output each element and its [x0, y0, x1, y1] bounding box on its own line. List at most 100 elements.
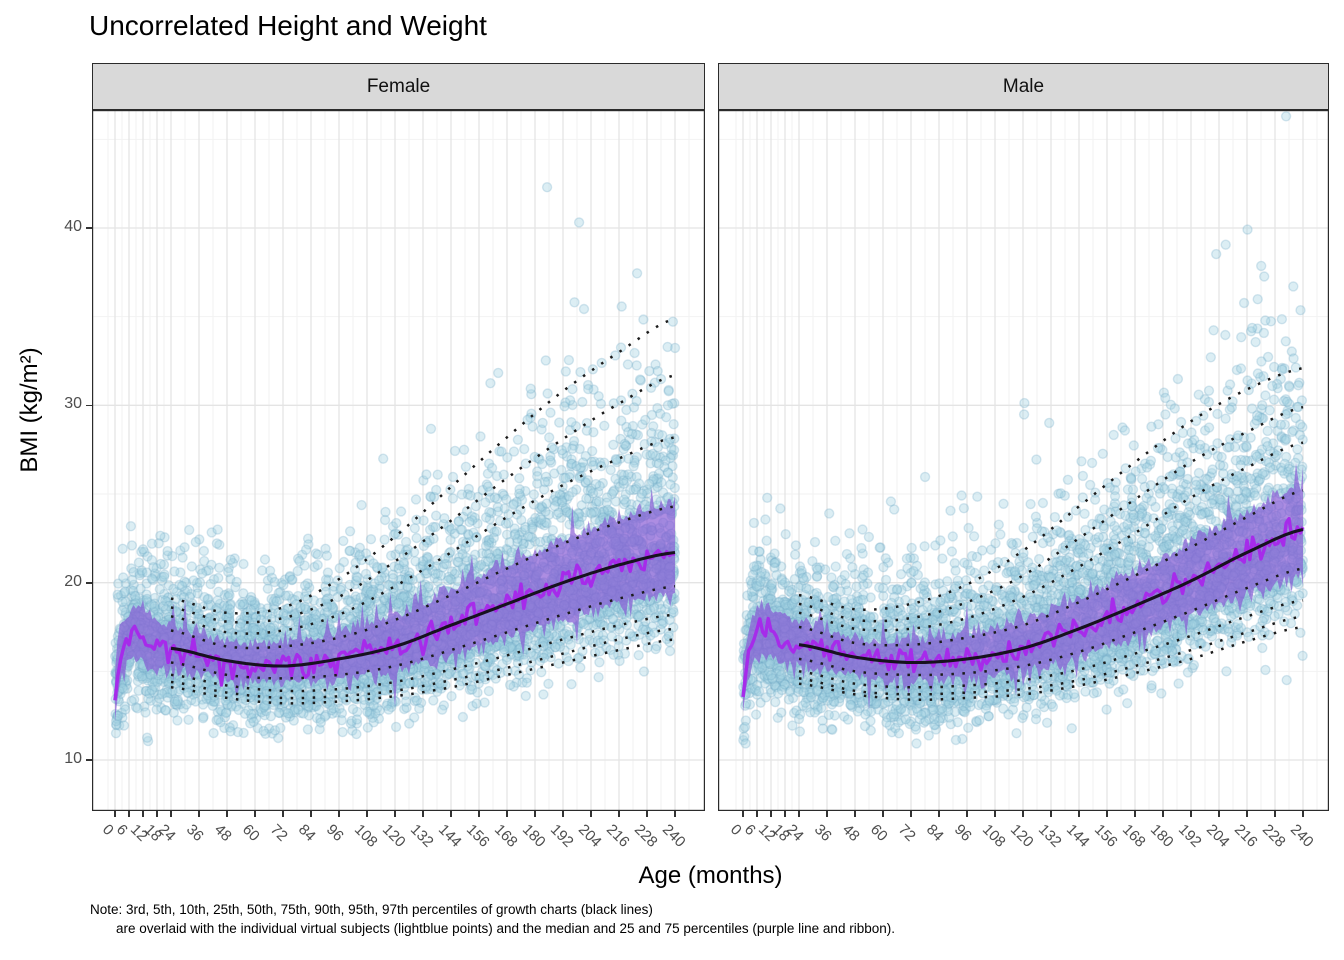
growth-p50-solid-line — [170, 550, 676, 668]
x-tick-mark — [618, 811, 620, 817]
y-tick-mark — [86, 227, 92, 229]
x-tick-mark — [1022, 811, 1024, 817]
x-tick-mark — [1162, 811, 1164, 817]
x-tick-mark — [910, 811, 912, 817]
x-tick-label: 204 — [1202, 821, 1233, 851]
y-tick-label: 20 — [64, 572, 82, 590]
x-tick-label: 192 — [1174, 821, 1205, 851]
x-tick-mark — [826, 811, 828, 817]
x-tick-mark — [170, 811, 172, 817]
x-tick-label: 72 — [266, 821, 291, 845]
x-tick-mark — [1106, 811, 1108, 817]
y-tick-mark — [86, 581, 92, 584]
facet-strip-female: Female — [92, 63, 705, 110]
sample-median-line — [113, 548, 676, 701]
x-tick-label: 96 — [322, 821, 347, 845]
plot-title: Uncorrelated Height and Weight — [89, 10, 487, 41]
x-tick-mark — [114, 811, 116, 817]
x-tick-label: 204 — [574, 821, 605, 851]
x-tick-mark — [742, 811, 744, 817]
x-tick-mark — [1274, 811, 1276, 817]
x-tick-label: 60 — [238, 821, 263, 845]
x-tick-label: 120 — [1006, 821, 1037, 851]
x-tick-mark — [1134, 811, 1136, 817]
x-tick-mark — [142, 811, 144, 817]
iqr-ribbon — [743, 463, 1303, 713]
x-tick-mark — [366, 811, 368, 817]
x-tick-mark — [770, 811, 772, 817]
panel-border — [92, 110, 705, 811]
x-tick-mark — [128, 811, 130, 817]
x-tick-label: 180 — [1146, 821, 1177, 851]
x-tick-mark — [562, 811, 564, 817]
gridlines — [718, 110, 1329, 811]
y-tick-label: 30 — [64, 395, 82, 413]
x-tick-mark — [1078, 811, 1080, 817]
y-tick-label: 10 — [64, 750, 82, 767]
x-tick-label: 108 — [978, 821, 1009, 851]
growth-percentile-dotted-lines — [798, 366, 1304, 702]
facet-strip-female-label: Female — [366, 75, 431, 97]
x-tick-label: 192 — [546, 821, 577, 851]
x-tick-mark — [966, 811, 968, 817]
x-tick-mark — [338, 811, 340, 817]
x-tick-label: 144 — [1062, 821, 1093, 851]
facet-strip-male-label: Male — [1002, 75, 1045, 97]
x-tick-mark — [310, 811, 312, 817]
x-tick-mark — [1190, 811, 1192, 817]
caption-note: Note: 3rd, 5th, 10th, 25th, 50th, 75th, … — [90, 901, 895, 938]
x-tick-mark — [1218, 811, 1220, 817]
x-tick-label: 216 — [1230, 821, 1261, 851]
x-tick-mark — [198, 811, 200, 817]
x-tick-label: 132 — [406, 821, 437, 851]
x-tick-label: 168 — [1118, 821, 1149, 851]
gridlines — [92, 110, 705, 811]
x-tick-mark — [254, 811, 256, 817]
x-tick-mark — [674, 811, 676, 817]
y-tick-label: 40 — [64, 218, 82, 235]
x-tick-label: 132 — [1034, 821, 1065, 851]
x-tick-label: 168 — [490, 821, 521, 851]
y-tick-mark — [86, 759, 92, 761]
panel-plot-female — [92, 110, 705, 811]
x-tick-label: 228 — [1258, 821, 1289, 851]
x-tick-label: 84 — [294, 821, 319, 845]
y-tick-mark — [86, 404, 92, 407]
x-tick-label: 72 — [894, 821, 919, 845]
facet-strip-male: Male — [718, 63, 1329, 110]
x-tick-mark — [784, 811, 786, 817]
x-tick-mark — [756, 811, 758, 817]
x-tick-mark — [1050, 811, 1052, 817]
x-tick-label: 84 — [922, 821, 947, 845]
x-tick-mark — [282, 811, 284, 817]
x-tick-label: 216 — [602, 821, 633, 851]
y-axis-title: BMI (kg/m²) — [16, 347, 43, 473]
x-tick-mark — [226, 811, 228, 817]
x-tick-mark — [882, 811, 884, 817]
growth-p50-solid-line — [798, 527, 1304, 665]
x-tick-label: 144 — [434, 821, 465, 851]
x-tick-mark — [534, 811, 536, 817]
panel-border — [718, 110, 1329, 811]
growth-percentile-dotted-lines — [170, 317, 676, 705]
x-tick-label: 108 — [350, 821, 381, 851]
x-tick-label: 24 — [154, 821, 179, 845]
x-tick-label: 156 — [462, 821, 493, 851]
x-tick-mark — [1246, 811, 1248, 817]
x-tick-mark — [798, 811, 800, 817]
x-tick-label: 240 — [658, 821, 689, 851]
x-axis-title: Age (months) — [638, 862, 783, 889]
x-tick-label: 36 — [810, 821, 835, 845]
x-tick-mark — [478, 811, 480, 817]
x-tick-mark — [994, 811, 996, 817]
x-tick-mark — [450, 811, 452, 817]
x-tick-label: 228 — [630, 821, 661, 851]
x-tick-label: 120 — [378, 821, 409, 851]
x-tick-label: 96 — [950, 821, 975, 845]
x-tick-mark — [506, 811, 508, 817]
x-tick-mark — [938, 811, 940, 817]
x-tick-mark — [1302, 811, 1304, 817]
panel-plot-male — [718, 110, 1329, 811]
x-tick-mark — [646, 811, 648, 817]
